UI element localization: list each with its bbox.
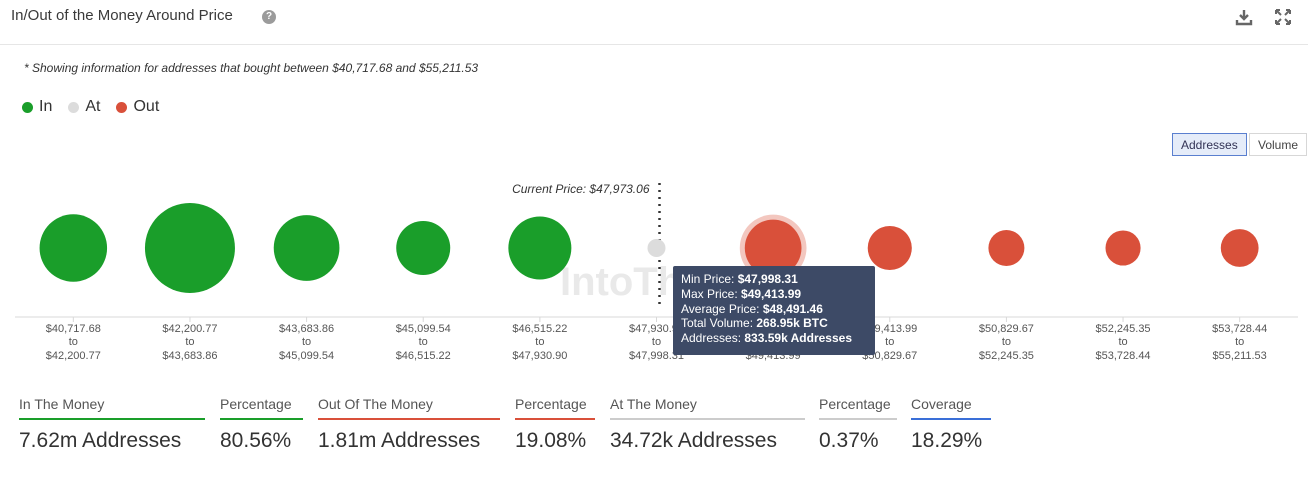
tick-label-to-word: to	[535, 336, 544, 348]
bubble-out[interactable]	[988, 230, 1025, 266]
tick-label-to-word: to	[185, 336, 194, 348]
download-icon[interactable]	[1233, 6, 1255, 28]
tick-label-to: $50,829.67	[862, 350, 917, 362]
tick-label-to-word: to	[652, 336, 661, 348]
tick-label-from: $52,245.35	[1096, 323, 1151, 335]
bubble-in[interactable]	[273, 215, 340, 281]
bubble-in[interactable]	[39, 214, 108, 282]
bubble-in[interactable]	[508, 216, 572, 280]
tooltip-max-price: $49,413.99	[741, 286, 802, 301]
legend-label-in: In	[39, 98, 53, 115]
bubble-out[interactable]	[867, 225, 912, 271]
in-dot-icon	[22, 101, 33, 113]
tick-label-to-word: to	[885, 336, 894, 348]
stat-at-the-money: At The Money 34.72k Addresses	[610, 396, 805, 453]
tooltip-addresses: 833.59k Addresses	[744, 331, 853, 346]
stat-value: 19.08%	[515, 429, 587, 452]
stat-label: Out Of The Money	[318, 396, 500, 420]
bubble-in[interactable]	[144, 203, 235, 293]
tick-label-to: $47,930.90	[512, 350, 567, 362]
stat-value: 18.29%	[911, 429, 983, 452]
stat-in-the-money: In The Money 7.62m Addresses	[19, 396, 205, 453]
tick-label-to-word: to	[1235, 336, 1244, 348]
stat-at-percentage: Percentage 0.37%	[819, 396, 897, 453]
tick-label-to: $52,245.35	[979, 350, 1034, 362]
stat-label: Coverage	[911, 396, 991, 420]
tick-label-from: $42,200.77	[162, 323, 217, 335]
tooltip-total-volume: 268.95k BTC	[756, 316, 828, 331]
chart-legend: In At Out	[22, 98, 159, 116]
stat-label: Percentage	[819, 396, 897, 420]
stat-label: Percentage	[515, 396, 595, 420]
stat-out-percentage: Percentage 19.08%	[515, 396, 595, 453]
bubble-in[interactable]	[396, 221, 451, 275]
tick-label-to: $45,099.54	[279, 350, 334, 362]
legend-item-out[interactable]: Out	[116, 98, 159, 116]
tick-label-from: $53,728.44	[1212, 323, 1267, 335]
bubble-out[interactable]	[1105, 230, 1141, 266]
legend-label-at: At	[85, 98, 101, 115]
tick-label-from: $46,515.22	[512, 323, 567, 335]
stat-coverage: Coverage 18.29%	[911, 396, 991, 453]
tick-label-to-word: to	[69, 336, 78, 348]
cluster-tooltip: Min Price: $47,998.31 Max Price: $49,413…	[673, 266, 875, 355]
current-price-label: Current Price: $47,973.06	[512, 182, 650, 196]
stat-out-of-the-money: Out Of The Money 1.81m Addresses	[318, 396, 500, 453]
tick-label-from: $49,413.99	[862, 323, 917, 335]
stat-in-percentage: Percentage 80.56%	[220, 396, 303, 453]
tick-label-from: $47,930.90	[629, 323, 684, 335]
at-dot-icon	[68, 101, 80, 113]
stat-value: 34.72k Addresses	[610, 429, 777, 452]
tick-label-to-word: to	[1002, 336, 1011, 348]
range-note: * Showing information for addresses that…	[24, 61, 479, 75]
out-dot-icon	[116, 101, 128, 113]
stat-value: 80.56%	[220, 429, 292, 452]
tick-label-from: $45,099.54	[396, 323, 451, 335]
tick-label-to-word: to	[419, 336, 428, 348]
tick-label-to-word: to	[302, 336, 311, 348]
stat-label: Percentage	[220, 396, 303, 420]
expand-icon[interactable]	[1272, 6, 1294, 28]
question-circle-icon[interactable]: ?	[262, 10, 276, 24]
tooltip-average-price: $48,491.46	[762, 301, 823, 316]
bubble-out[interactable]	[1220, 229, 1259, 267]
tick-label-to: $43,683.86	[162, 350, 217, 362]
volume-toggle-button[interactable]: Volume	[1249, 133, 1308, 156]
legend-item-in[interactable]: In	[22, 98, 52, 116]
tick-label-from: $40,717.68	[46, 323, 101, 335]
widget-title: In/Out of the Money Around Price	[11, 7, 233, 24]
tick-label-to-word: to	[1118, 336, 1127, 348]
stat-label: At The Money	[610, 396, 805, 420]
stat-label: In The Money	[19, 396, 205, 420]
bubble-out[interactable]	[744, 219, 802, 277]
addresses-toggle-button[interactable]: Addresses	[1172, 133, 1247, 156]
widget-header: In/Out of the Money Around Price ?	[0, 0, 1308, 45]
stat-value: 7.62m Addresses	[19, 429, 182, 452]
legend-label-out: Out	[133, 98, 160, 115]
bubble-at[interactable]	[647, 239, 666, 257]
legend-item-at[interactable]: At	[68, 98, 100, 116]
tick-label-from: $50,829.67	[979, 323, 1034, 335]
stat-value: 1.81m Addresses	[318, 429, 481, 452]
tick-label-to: $53,728.44	[1096, 350, 1151, 362]
tick-label-from: $43,683.86	[279, 323, 334, 335]
tick-label-to: $46,515.22	[396, 350, 451, 362]
tick-label-to: $55,211.53	[1213, 350, 1267, 362]
stat-value: 0.37%	[819, 429, 879, 452]
tick-label-to: $42,200.77	[46, 350, 101, 362]
tooltip-min-price: $47,998.31	[737, 272, 798, 286]
tick-label-to: $47,998.31	[629, 350, 684, 362]
